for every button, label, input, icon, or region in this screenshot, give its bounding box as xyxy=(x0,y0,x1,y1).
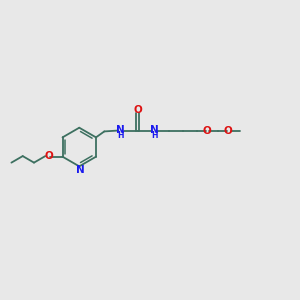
Text: O: O xyxy=(202,125,211,136)
Text: N: N xyxy=(150,124,159,135)
Text: O: O xyxy=(44,151,53,161)
Text: H: H xyxy=(151,131,158,140)
Text: O: O xyxy=(224,125,232,136)
Text: H: H xyxy=(117,131,124,140)
Text: N: N xyxy=(76,165,85,175)
Text: O: O xyxy=(134,105,142,115)
Text: N: N xyxy=(116,124,125,135)
